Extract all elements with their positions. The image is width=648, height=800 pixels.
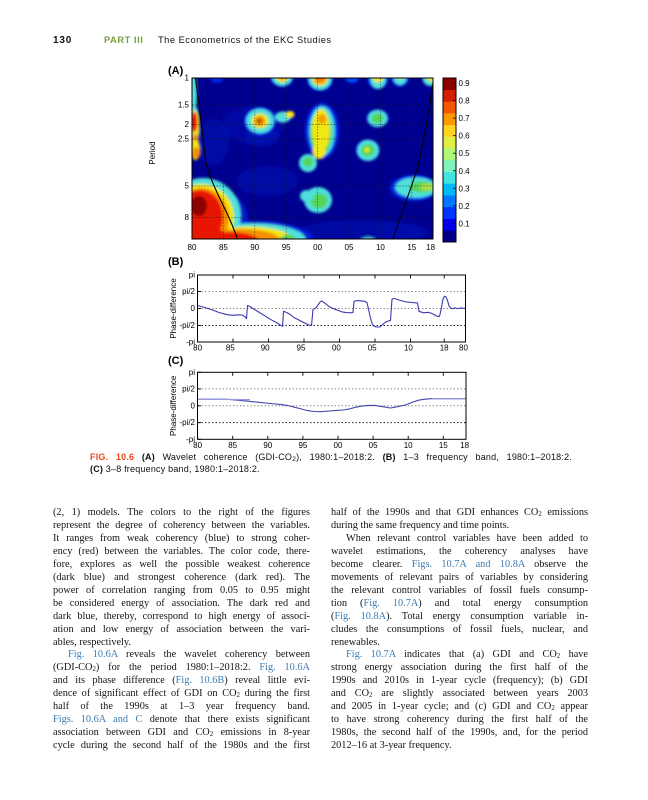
- svg-text:-pi/2: -pi/2: [179, 418, 195, 427]
- svg-text:pi: pi: [189, 271, 195, 280]
- svg-text:(A): (A): [168, 65, 184, 77]
- svg-text:0.5: 0.5: [459, 149, 471, 158]
- svg-text:18: 18: [460, 441, 469, 450]
- svg-text:0.2: 0.2: [459, 202, 471, 211]
- svg-text:18: 18: [426, 243, 435, 252]
- svg-text:0.3: 0.3: [459, 184, 471, 193]
- svg-text:95: 95: [282, 243, 291, 252]
- svg-text:85: 85: [219, 243, 228, 252]
- svg-text:0: 0: [191, 401, 196, 410]
- svg-text:80: 80: [459, 344, 468, 353]
- svg-text:Phase-difference: Phase-difference: [169, 278, 178, 339]
- svg-text:pi: pi: [189, 368, 195, 377]
- svg-text:80: 80: [193, 344, 202, 353]
- svg-text:-pi: -pi: [186, 338, 195, 347]
- svg-text:85: 85: [228, 441, 237, 450]
- svg-text:85: 85: [226, 344, 235, 353]
- svg-text:2.5: 2.5: [178, 135, 190, 144]
- svg-text:-pi/2: -pi/2: [179, 321, 195, 330]
- svg-text:Phase-difference: Phase-difference: [169, 375, 178, 436]
- svg-text:15: 15: [407, 243, 416, 252]
- svg-text:1: 1: [185, 74, 190, 83]
- svg-text:0.8: 0.8: [459, 97, 471, 106]
- svg-text:(B): (B): [168, 256, 184, 268]
- svg-text:80: 80: [193, 441, 202, 450]
- svg-text:10: 10: [404, 344, 413, 353]
- svg-text:05: 05: [368, 344, 377, 353]
- svg-text:5: 5: [185, 182, 190, 191]
- svg-text:80: 80: [188, 243, 197, 252]
- svg-text:0.7: 0.7: [459, 114, 471, 123]
- svg-text:10: 10: [404, 441, 413, 450]
- svg-text:05: 05: [345, 243, 354, 252]
- svg-text:90: 90: [261, 344, 270, 353]
- svg-text:-pi: -pi: [186, 435, 195, 444]
- svg-text:10: 10: [376, 243, 385, 252]
- svg-text:0.4: 0.4: [459, 167, 471, 176]
- svg-text:(C): (C): [168, 355, 184, 367]
- svg-text:0.9: 0.9: [459, 79, 471, 88]
- svg-text:15: 15: [439, 441, 448, 450]
- svg-text:pi/2: pi/2: [182, 287, 195, 296]
- svg-text:1.5: 1.5: [178, 101, 190, 110]
- svg-text:00: 00: [313, 243, 322, 252]
- svg-text:Period: Period: [148, 141, 157, 164]
- svg-text:18: 18: [440, 344, 449, 353]
- svg-text:pi/2: pi/2: [182, 384, 195, 393]
- svg-text:05: 05: [369, 441, 378, 450]
- svg-text:0: 0: [191, 304, 196, 313]
- svg-text:8: 8: [185, 213, 190, 222]
- svg-text:00: 00: [332, 344, 341, 353]
- svg-text:90: 90: [263, 441, 272, 450]
- svg-text:90: 90: [250, 243, 259, 252]
- svg-text:95: 95: [297, 344, 306, 353]
- svg-text:00: 00: [334, 441, 343, 450]
- svg-text:0.1: 0.1: [459, 219, 471, 228]
- svg-text:95: 95: [298, 441, 307, 450]
- svg-text:2: 2: [185, 120, 190, 129]
- svg-text:0.6: 0.6: [459, 132, 471, 141]
